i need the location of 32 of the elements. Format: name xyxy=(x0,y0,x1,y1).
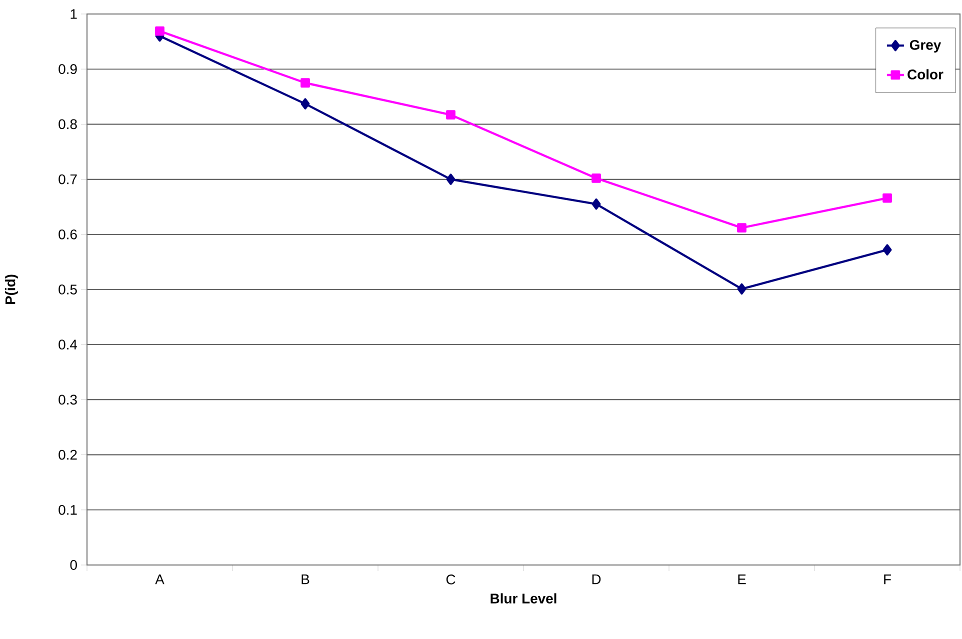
y-tick-label: 0.4 xyxy=(58,340,78,350)
point xyxy=(446,110,456,120)
y-tick-label: 0.5 xyxy=(58,284,77,294)
y-tick-label: 0.9 xyxy=(58,64,77,74)
point xyxy=(737,223,746,232)
point xyxy=(737,283,746,295)
point xyxy=(155,26,164,36)
point xyxy=(882,244,892,256)
x-tick-label: E xyxy=(738,574,746,584)
y-tick-label: 0.6 xyxy=(58,229,77,240)
point xyxy=(592,198,601,210)
y-tick-label: 1 xyxy=(70,9,77,19)
legend-label: Grey xyxy=(910,40,942,53)
y-tick-label: 0.3 xyxy=(58,394,77,405)
point xyxy=(592,174,601,183)
y-tick-label: 0 xyxy=(70,560,77,570)
y-tick-label: 0.8 xyxy=(58,119,77,130)
y-tick-label: 0.2 xyxy=(58,450,77,460)
x-tick-label: C xyxy=(446,574,456,584)
point xyxy=(446,174,456,185)
point xyxy=(300,98,310,110)
x-tick-label: D xyxy=(592,574,601,584)
x-tick-label: F xyxy=(884,574,891,584)
point xyxy=(300,78,310,88)
x-tick-label: B xyxy=(302,574,310,584)
legend-label: Color xyxy=(908,69,944,80)
point xyxy=(882,193,892,203)
y-tick-label: 0.7 xyxy=(58,174,77,184)
x-axis-title: Blur Level xyxy=(490,593,556,604)
y-axis-title: P(id) xyxy=(5,274,18,304)
y-tick-label: 0.1 xyxy=(58,504,77,515)
x-tick-label: A xyxy=(155,574,164,584)
